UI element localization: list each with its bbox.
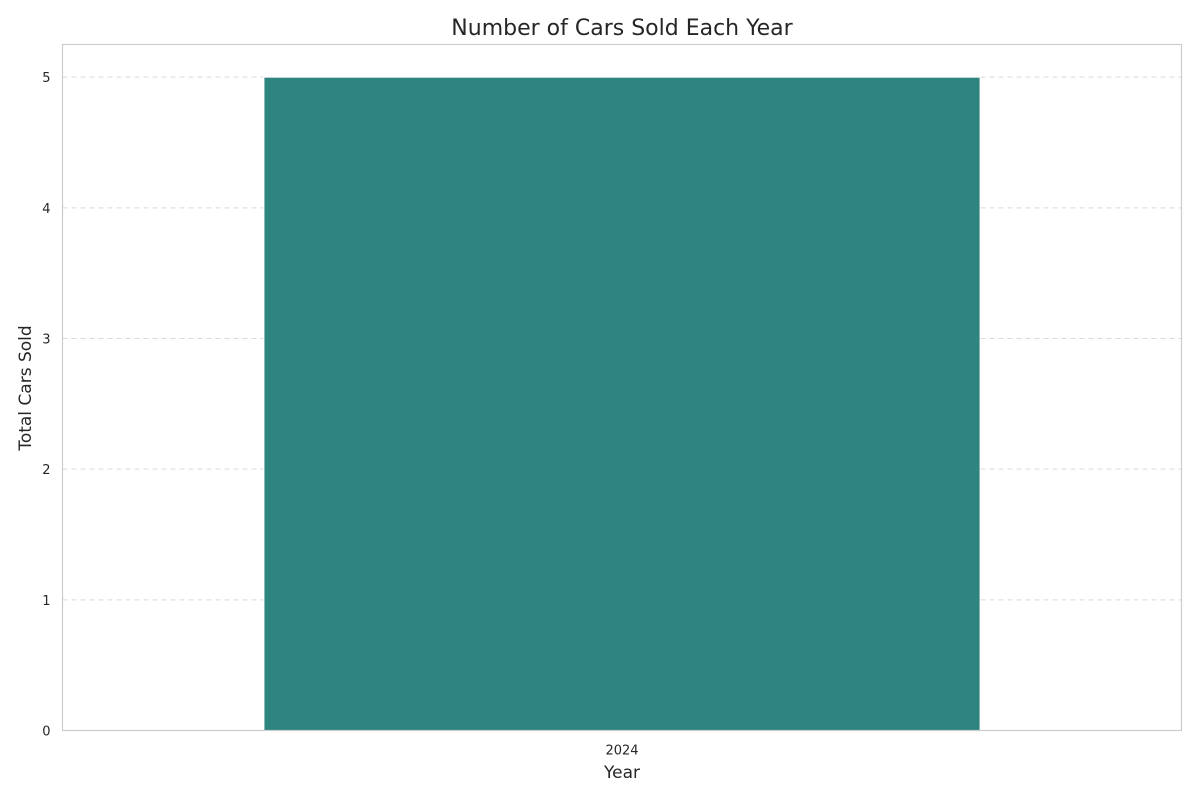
y-tick-label: 1 bbox=[42, 594, 50, 609]
bars bbox=[263, 76, 981, 731]
x-axis-label: Year bbox=[603, 763, 640, 783]
y-axis-ticks: 0 1 2 3 4 5 bbox=[42, 71, 50, 739]
y-tick-label: 3 bbox=[42, 333, 50, 348]
y-tick-label: 2 bbox=[42, 463, 50, 478]
chart-title: Number of Cars Sold Each Year bbox=[451, 16, 793, 41]
bar-2024 bbox=[263, 76, 981, 731]
x-axis-ticks: 2024 bbox=[605, 744, 638, 759]
x-tick-label: 2024 bbox=[605, 744, 638, 759]
y-tick-label: 5 bbox=[42, 71, 50, 86]
plot-frame bbox=[61, 43, 1183, 732]
y-axis-label: Total Cars Sold bbox=[16, 325, 36, 451]
y-tick-label: 4 bbox=[42, 202, 50, 217]
y-tick-label: 0 bbox=[42, 725, 50, 740]
